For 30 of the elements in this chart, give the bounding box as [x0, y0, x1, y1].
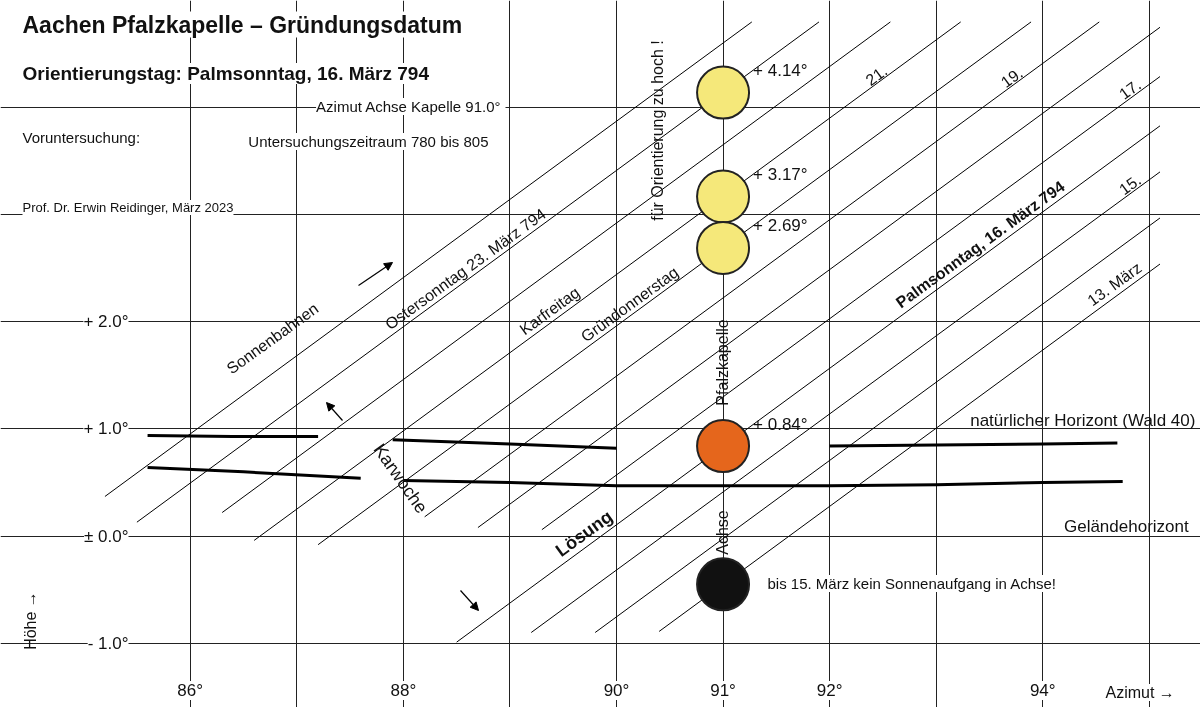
annotation: Achse	[714, 510, 731, 555]
x-tick-label: 86°	[177, 681, 204, 700]
annotation: für Orientierung zu hoch !	[649, 40, 666, 221]
y-tick-label: + 1.0°	[83, 419, 129, 439]
annotation: Pfalzkapelle	[714, 319, 731, 406]
annotation: Untersuchungszeitraum 780 bis 805	[248, 133, 489, 150]
y-axis-title: Höhe →	[22, 591, 39, 650]
annotation: Prof. Dr. Erwin Reidinger, März 2023	[22, 200, 234, 215]
x-tick-label: 94°	[1029, 681, 1056, 700]
text: Aachen Pfalzkapelle – Gründungsdatum	[22, 11, 463, 38]
annotation: 21.	[862, 62, 891, 89]
annotation: 15.	[1116, 171, 1145, 199]
y-tick-label: ± 0.0°	[84, 526, 129, 546]
x-tick-label: 91°	[710, 681, 736, 700]
data-label: + 3.17°	[753, 165, 808, 185]
annotation: bis 15. März kein Sonnenaufgang in Achse!	[767, 575, 1057, 592]
data-label: + 4.14°	[753, 61, 808, 81]
annotation: 13. März	[1084, 258, 1145, 310]
x-tick-label: 90°	[603, 681, 630, 700]
text: Orientierungstag: Palmsonntag, 16. März 794	[22, 63, 430, 84]
y-tick-label: - 1.0°	[87, 633, 129, 653]
x-axis-title: Azimut →	[1105, 684, 1175, 701]
annotation: Voruntersuchung:	[22, 129, 141, 146]
x-tick-label: 92°	[816, 681, 843, 700]
x-tick-label: 88°	[390, 681, 417, 700]
y-tick-label: + 2.0°	[83, 312, 129, 332]
annotation: 19.	[997, 64, 1026, 92]
annotation: 17.	[1116, 75, 1145, 103]
data-label: + 2.69°	[753, 216, 808, 236]
annotation: Azimut Achse Kapelle 91.0°	[316, 98, 501, 115]
